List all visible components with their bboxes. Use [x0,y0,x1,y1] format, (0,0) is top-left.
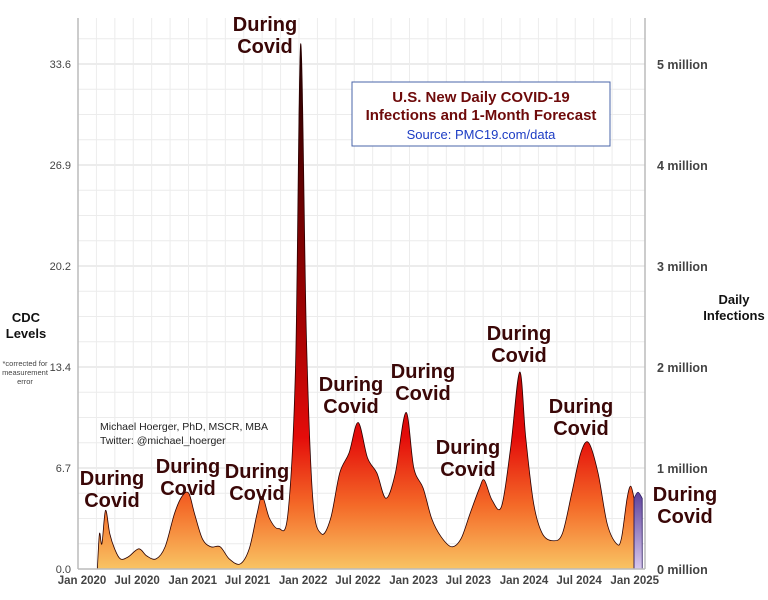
axes [77,18,646,570]
x-tick-label: Jan 2020 [58,575,107,587]
right-tick-label: 2 million [657,361,708,375]
x-tick-label: Jan 2022 [279,575,328,587]
annotation-label: During [487,323,551,345]
right-axis-label-2: Infections [703,308,764,323]
annotation-label: During [549,396,613,418]
annotation-label: During [156,456,220,478]
annotation-label: Covid [237,36,293,58]
observed-area [96,43,635,570]
annotation-label: Covid [229,483,285,505]
title-box: U.S. New Daily COVID-19 Infections and 1… [351,81,611,147]
annotation-label: Covid [657,506,713,528]
chart-title-line-1: U.S. New Daily COVID-19 [392,89,570,106]
annotation-label: During [391,361,455,383]
x-tick-label: Jan 2025 [610,575,659,587]
right-tick-label: 5 million [657,58,708,72]
annotation-label: During [225,461,289,483]
series-layer [96,43,643,570]
annotation-label: Covid [491,345,547,367]
left-tick-label: 33.6 [50,59,71,71]
credit-twitter: Twitter: @michael_hoerger [100,435,226,447]
left-tick-label: 0.0 [56,564,71,576]
annotations: DuringCovidDuringCovidDuringCovidDuringC… [80,14,717,528]
x-tick-label: Jan 2024 [500,575,549,587]
ticks: 0.0 0 million 6.7 1 million 13.4 2 million 20.… [50,58,708,587]
annotation-label: Covid [440,459,496,481]
annotation-label: During [319,374,383,396]
left-axis-label-2: Levels [6,326,46,341]
right-tick-label: 1 million [657,462,708,476]
x-tick-label: Jan 2021 [168,575,217,587]
x-tick-label: Jan 2023 [389,575,438,587]
x-tick-label: Jul 2022 [335,575,380,587]
x-tick-label: Jul 2020 [114,575,159,587]
annotation-label: Covid [323,396,379,418]
chart-title-line-2: Infections and 1-Month Forecast [366,107,597,124]
left-axis-label-1: CDC [12,310,41,325]
right-axis-label-1: Daily [718,292,750,307]
left-axis-note-2: measurement [2,368,49,377]
annotation-label: Covid [84,490,140,512]
x-tick-label: Jul 2023 [446,575,491,587]
annotation-label: Covid [395,383,451,405]
left-axis-note-3: error [17,377,33,386]
left-tick-label: 6.7 [56,463,71,475]
x-tick-label: Jul 2024 [556,575,602,587]
right-tick-label: 4 million [657,159,708,173]
right-tick-label: 3 million [657,260,708,274]
credit-author: Michael Hoerger, PhD, MSCR, MBA [100,421,268,433]
left-tick-label: 20.2 [50,261,71,273]
left-tick-label: 26.9 [50,160,71,172]
left-tick-label: 13.4 [50,362,71,374]
annotation-label: Covid [553,418,609,440]
annotation-label: During [436,437,500,459]
left-axis-note-1: *corrected for [2,359,48,368]
annotation-label: During [653,484,717,506]
x-tick-label: Jul 2021 [225,575,271,587]
annotation-label: During [80,468,144,490]
annotation-label: Covid [160,478,216,500]
right-tick-label: 0 million [657,563,708,577]
annotation-label: During [233,14,297,36]
forecast-area [633,491,643,570]
chart-source: Source: PMC19.com/data [407,127,557,142]
